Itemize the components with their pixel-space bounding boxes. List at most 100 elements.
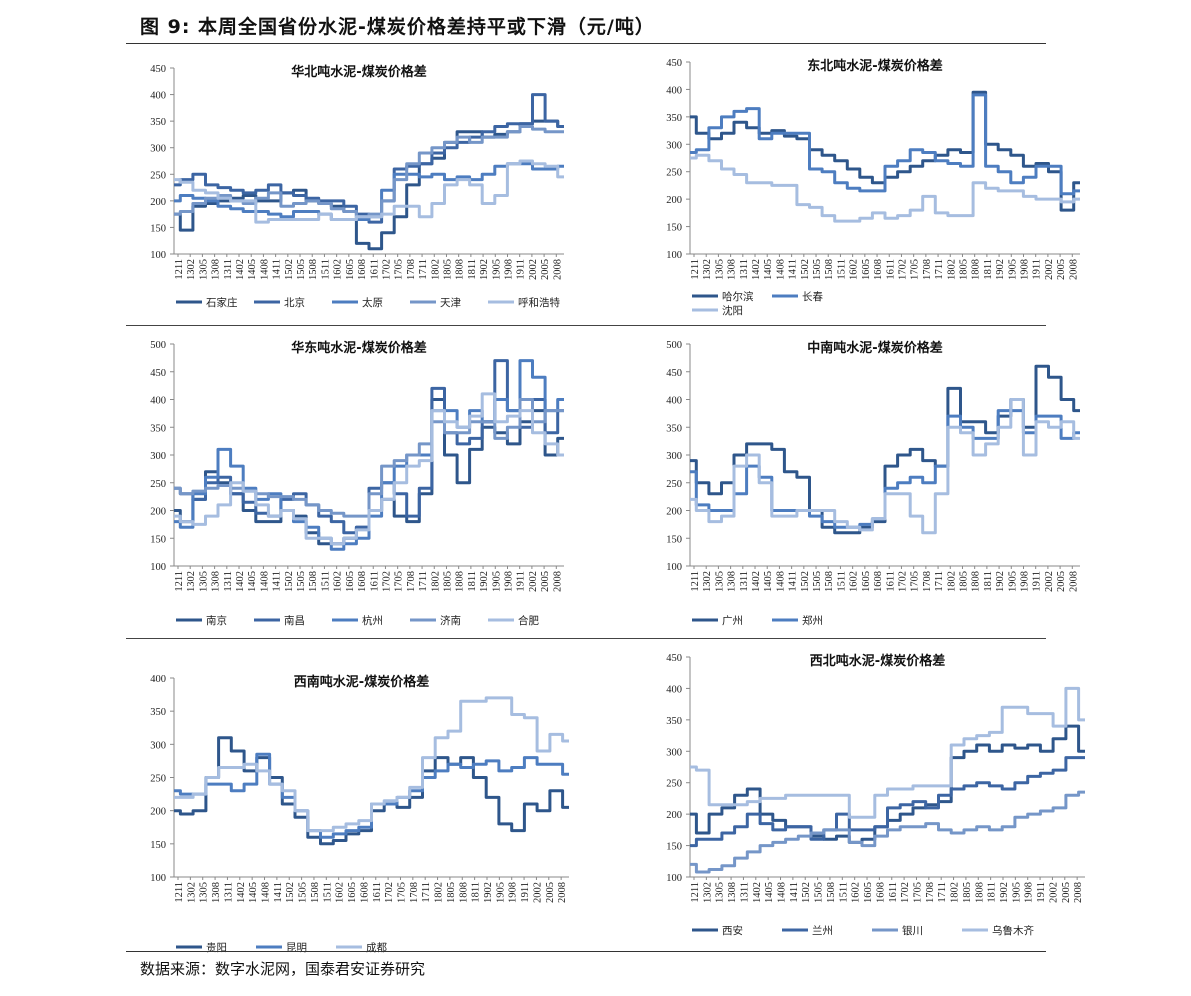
x-tick-label: 1511 bbox=[836, 571, 847, 592]
x-tick-label: 1311 bbox=[223, 259, 234, 280]
chart-title: 西北吨水泥-煤炭价格差 bbox=[810, 653, 945, 669]
x-tick-label: 1511 bbox=[838, 882, 849, 903]
x-tick-label: 1608 bbox=[359, 882, 370, 903]
x-tick-label: 1305 bbox=[715, 882, 726, 903]
legend-label: 南京 bbox=[206, 614, 227, 627]
x-tick-label: 1302 bbox=[186, 259, 197, 280]
legend-label: 长春 bbox=[802, 291, 823, 303]
x-tick-label: 1502 bbox=[801, 882, 812, 903]
x-tick-label: 2008 bbox=[552, 571, 563, 592]
x-tick-label: 1608 bbox=[357, 259, 368, 280]
top-rule bbox=[126, 43, 1046, 44]
y-tick-label: 100 bbox=[150, 873, 166, 884]
y-tick-label: 300 bbox=[150, 144, 166, 155]
chart-panel-southwest: 西南吨水泥-煤炭价格差 100 150 200 250 300 350 400 1211 1302… bbox=[126, 650, 569, 954]
series-line-长春 bbox=[690, 93, 1080, 196]
series-line-石家庄 bbox=[174, 119, 564, 251]
y-tick-label: 100 bbox=[666, 250, 682, 261]
x-tick-label: 1711 bbox=[418, 259, 429, 280]
x-tick-label: 1311 bbox=[739, 571, 750, 592]
x-tick-label: 1611 bbox=[885, 571, 896, 592]
x-tick-label: 1411 bbox=[273, 882, 284, 903]
x-tick-label: 2005 bbox=[540, 571, 551, 592]
legend-label: 天津 bbox=[440, 297, 461, 309]
x-tick-label: 2002 bbox=[528, 571, 539, 592]
x-tick-label: 1605 bbox=[345, 571, 356, 592]
y-tick-label: 300 bbox=[150, 740, 166, 751]
x-tick-label: 1602 bbox=[333, 571, 344, 592]
x-tick-label: 1505 bbox=[814, 882, 825, 903]
y-tick-label: 100 bbox=[666, 562, 682, 573]
y-tick-label: 250 bbox=[666, 168, 682, 179]
x-tick-label: 1902 bbox=[999, 882, 1010, 903]
x-tick-label: 1805 bbox=[446, 882, 457, 903]
x-tick-label: 1808 bbox=[971, 259, 982, 280]
y-tick-label: 350 bbox=[150, 707, 166, 718]
series-line-兰州 bbox=[690, 756, 1085, 848]
x-tick-label: 1408 bbox=[777, 882, 788, 903]
x-tick-label: 1611 bbox=[369, 259, 380, 280]
chart-panel-east-china: 华东吨水泥-煤炭价格差 100 150 200 250 300 350 400 450 500 12… bbox=[126, 332, 566, 632]
y-tick-label: 200 bbox=[666, 195, 682, 206]
legend-label: 合肥 bbox=[518, 614, 539, 627]
y-tick-label: 450 bbox=[150, 368, 166, 379]
series-line-合肥 bbox=[174, 392, 564, 546]
y-tick-label: 300 bbox=[150, 451, 166, 462]
x-tick-label: 1902 bbox=[995, 571, 1006, 592]
x-tick-label: 1405 bbox=[247, 571, 258, 592]
series-line-乌鲁木齐 bbox=[690, 686, 1085, 819]
x-tick-label: 2008 bbox=[1073, 882, 1084, 903]
y-tick-label: 450 bbox=[666, 653, 682, 664]
legend-label: 成都 bbox=[366, 942, 387, 954]
x-tick-label: 1802 bbox=[946, 571, 957, 592]
legend-label: 石家庄 bbox=[206, 296, 238, 309]
x-tick-label: 1908 bbox=[1019, 571, 1030, 592]
x-tick-label: 1602 bbox=[335, 882, 346, 903]
legend-label: 太原 bbox=[362, 296, 383, 309]
series-line-lightA bbox=[690, 398, 1080, 535]
x-tick-label: 1705 bbox=[912, 882, 923, 903]
x-tick-label: 1708 bbox=[406, 259, 417, 280]
y-tick-label: 100 bbox=[150, 250, 166, 261]
x-tick-label: 1402 bbox=[235, 571, 246, 592]
x-tick-label: 1902 bbox=[483, 882, 494, 903]
y-tick-label: 200 bbox=[150, 197, 166, 208]
x-tick-label: 1911 bbox=[1032, 259, 1043, 280]
x-tick-label: 1608 bbox=[875, 882, 886, 903]
legend-label: 贵阳 bbox=[206, 941, 227, 954]
x-tick-label: 1711 bbox=[418, 571, 429, 592]
x-tick-label: 1405 bbox=[764, 882, 775, 903]
x-tick-label: 1411 bbox=[788, 571, 799, 592]
row-divider-2 bbox=[126, 638, 1046, 639]
x-tick-label: 1211 bbox=[174, 571, 185, 592]
southwest-chart: 西南吨水泥-煤炭价格差 100 150 200 250 300 350 400 1211 1302… bbox=[150, 674, 569, 954]
x-tick-label: 1902 bbox=[479, 571, 490, 592]
x-tick-label: 1605 bbox=[861, 259, 872, 280]
x-tick-label: 1302 bbox=[702, 882, 713, 903]
x-tick-label: 1505 bbox=[298, 882, 309, 903]
x-tick-label: 1211 bbox=[174, 259, 185, 280]
x-tick-label: 1811 bbox=[471, 882, 482, 903]
y-tick-label: 450 bbox=[150, 64, 166, 75]
x-tick-label: 1411 bbox=[272, 259, 283, 280]
chart-panel-central-south: 中南吨水泥-煤炭价格差 100 150 200 250 300 350 400 450 500 12… bbox=[646, 332, 1086, 632]
x-tick-label: 2008 bbox=[1068, 259, 1079, 280]
x-tick-label: 2002 bbox=[532, 882, 543, 903]
y-tick-label: 300 bbox=[666, 140, 682, 151]
x-tick-label: 1605 bbox=[861, 571, 872, 592]
x-tick-label: 1708 bbox=[925, 882, 936, 903]
figure-title: 图 9: 本周全国省份水泥-煤炭价格差持平或下滑（元/吨） bbox=[140, 16, 655, 38]
x-tick-label: 1802 bbox=[434, 882, 445, 903]
x-tick-label: 1711 bbox=[934, 571, 945, 592]
x-tick-label: 1311 bbox=[739, 259, 750, 280]
series-line-济南 bbox=[174, 398, 564, 518]
x-tick-label: 1311 bbox=[739, 882, 750, 903]
x-tick-label: 2005 bbox=[1056, 571, 1067, 592]
legend-label: 南昌 bbox=[284, 614, 305, 627]
y-tick-label: 450 bbox=[666, 58, 682, 69]
chart-panel-northwest: 西北吨水泥-煤炭价格差 100 150 200 250 300 350 400 450 1211 1… bbox=[646, 643, 1086, 943]
legend-label: 呼和浩特 bbox=[518, 297, 560, 309]
x-tick-label: 1611 bbox=[372, 882, 383, 903]
x-tick-label: 1211 bbox=[690, 259, 701, 280]
x-tick-label: 1705 bbox=[910, 259, 921, 280]
